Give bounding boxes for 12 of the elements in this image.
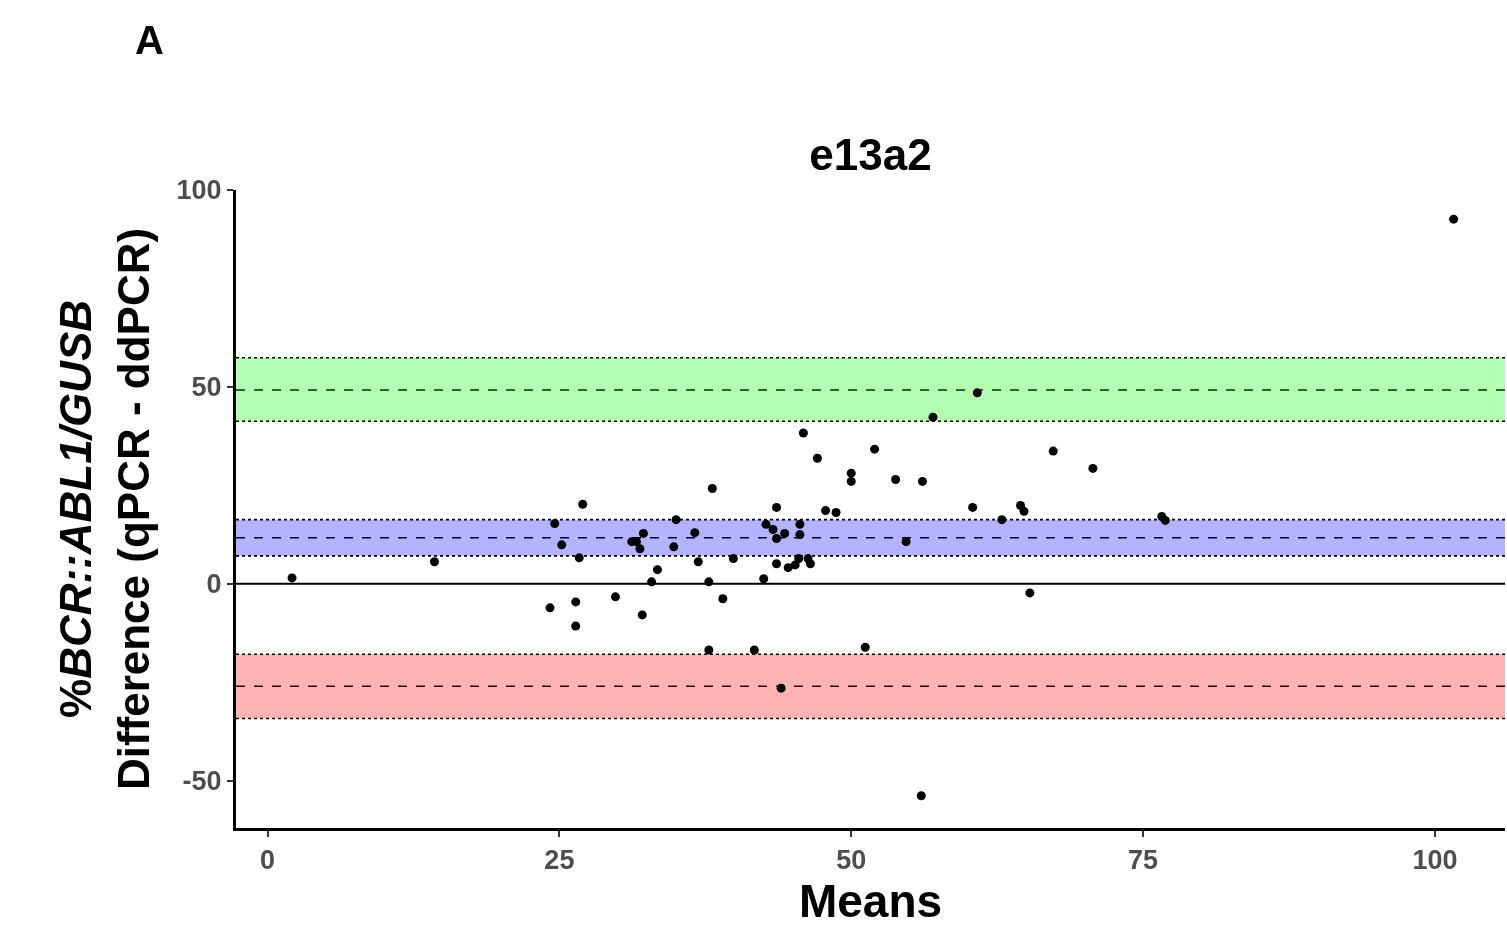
x-tick-label: 75 xyxy=(1128,845,1159,876)
y-tick-label: 100 xyxy=(176,175,222,206)
y-tick-label: 0 xyxy=(206,569,222,600)
x-tick-label: 0 xyxy=(260,845,276,876)
x-tick-label: 50 xyxy=(836,845,867,876)
y-tick-label: -50 xyxy=(182,766,222,797)
chart-title: e13a2 xyxy=(809,130,932,180)
x-axis-title: Means xyxy=(798,875,943,928)
x-tick-label: 100 xyxy=(1412,845,1458,876)
x-tick-label: 25 xyxy=(544,845,575,876)
text: A xyxy=(135,18,164,62)
y-tick-label: 50 xyxy=(191,372,222,403)
